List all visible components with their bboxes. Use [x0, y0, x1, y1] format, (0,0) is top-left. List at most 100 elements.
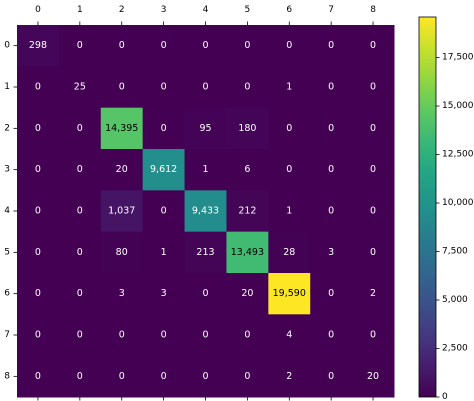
colorbar-tick-label: 0	[442, 392, 448, 401]
heatmap-cell	[310, 190, 353, 233]
cell-value-label: 0	[370, 206, 376, 217]
colorbar-tick-label: 2,500	[442, 344, 468, 354]
heatmap-cell	[310, 25, 353, 67]
heatmap-cell	[310, 107, 353, 150]
cell-value-label: 6	[244, 164, 250, 175]
colorbar-tick-label: 7,500	[442, 247, 468, 257]
cell-value-label: 0	[328, 206, 334, 217]
cell-value-label: 20	[241, 288, 253, 299]
x-tick-label: 1	[77, 5, 83, 15]
heatmap-cell	[58, 314, 102, 357]
heatmap-cell	[184, 149, 227, 191]
heatmap-cell	[352, 25, 395, 67]
cell-value-label: 0	[77, 164, 83, 175]
heatmap-cell	[58, 190, 102, 233]
y-tick-label: 5	[4, 247, 10, 257]
cell-value-label: 0	[77, 288, 83, 299]
heatmap-cell	[310, 355, 353, 398]
cell-value-label: 212	[238, 206, 256, 217]
cell-value-label: 0	[35, 123, 41, 134]
cell-value-label: 3	[328, 247, 334, 258]
x-tick-label: 6	[286, 5, 292, 15]
y-tick-label: 7	[4, 330, 10, 340]
cell-value-label: 0	[119, 40, 125, 51]
heatmap-cell	[100, 66, 144, 109]
cell-value-label: 0	[370, 164, 376, 175]
x-axis-ticks: 0 1 2 3 4 5 6 7 8	[35, 5, 376, 401]
heatmap-cell	[268, 25, 311, 67]
heatmap-cell	[226, 231, 269, 274]
cell-value-label: 13,493	[231, 247, 264, 258]
heatmap-cell	[100, 149, 144, 191]
heatmap-cell	[226, 25, 269, 67]
heatmap-cell	[100, 314, 144, 357]
cell-value-label: 0	[77, 40, 83, 51]
cell-value-label: 213	[196, 247, 214, 258]
heatmap-cell	[268, 149, 311, 191]
cell-value-label: 0	[202, 82, 208, 93]
heatmap-cell	[142, 149, 186, 191]
colorbar: 0 2,500 5,000 7,500 10,000 12,500 15,000 17,500	[418, 16, 474, 401]
y-tick-label: 3	[4, 165, 10, 175]
cell-value-label: 0	[77, 206, 83, 217]
cell-value-label: 0	[35, 82, 41, 93]
cell-value-label: 0	[244, 371, 250, 382]
heatmap-cell	[58, 231, 102, 274]
cell-value-label: 0	[161, 40, 167, 51]
heatmap-cell	[58, 25, 102, 67]
cell-value-label: 25	[74, 82, 86, 93]
heatmap-cell	[142, 273, 186, 315]
cell-value-label: 0	[77, 330, 83, 341]
heatmap-cell	[352, 190, 395, 233]
heatmap-cell	[142, 190, 186, 233]
cell-value-label: 0	[370, 330, 376, 341]
y-tick-label: 0	[4, 41, 10, 51]
cell-value-label: 0	[161, 371, 167, 382]
heatmap-cell	[268, 66, 311, 109]
heatmap-cell	[17, 355, 60, 398]
heatmap-cell	[17, 66, 60, 109]
heatmap-cell	[184, 25, 227, 67]
heatmap-cell	[226, 190, 269, 233]
cell-value-label: 0	[244, 40, 250, 51]
x-tick-label: 4	[203, 5, 209, 15]
cell-value-label: 0	[119, 371, 125, 382]
cell-value-label: 1,037	[108, 206, 135, 217]
heatmap-cell	[352, 355, 395, 398]
cell-value-label: 0	[77, 123, 83, 134]
heatmap-cell	[352, 231, 395, 274]
colorbar-tick-label: 5,000	[442, 295, 468, 305]
cell-value-label: 0	[77, 371, 83, 382]
y-axis-ticks: 0 1 2 3 4 5 6 7 8	[4, 41, 17, 381]
heatmap-cell	[142, 231, 186, 274]
colorbar-tick-label: 12,500	[442, 150, 474, 160]
y-tick-label: 4	[4, 206, 10, 216]
cell-value-label: 0	[370, 40, 376, 51]
cell-value-label: 0	[119, 82, 125, 93]
heatmap-cell	[268, 273, 311, 315]
heatmap-cell	[17, 107, 60, 150]
colorbar-tick-label: 10,000	[442, 198, 474, 208]
cell-value-label: 0	[119, 330, 125, 341]
x-tick-label: 0	[35, 5, 41, 15]
cell-value-label: 0	[202, 330, 208, 341]
x-tick-label: 8	[370, 5, 376, 15]
heatmap-cell	[268, 314, 311, 357]
x-tick-label: 3	[161, 5, 167, 15]
cell-value-label: 1	[286, 206, 292, 217]
heatmap-cell	[58, 149, 102, 191]
cell-value-label: 0	[161, 206, 167, 217]
heatmap-cell	[184, 231, 227, 274]
heatmap-cell	[352, 149, 395, 191]
cell-value-label: 0	[161, 330, 167, 341]
cell-value-label: 0	[286, 40, 292, 51]
heatmap-cell	[310, 314, 353, 357]
x-tick-label: 2	[119, 5, 125, 15]
heatmap-cell	[184, 314, 227, 357]
cell-value-label: 0	[202, 371, 208, 382]
heatmap-cell	[268, 355, 311, 398]
cell-value-label: 20	[367, 371, 379, 382]
cell-value-label: 0	[286, 123, 292, 134]
cell-value-label: 0	[202, 288, 208, 299]
